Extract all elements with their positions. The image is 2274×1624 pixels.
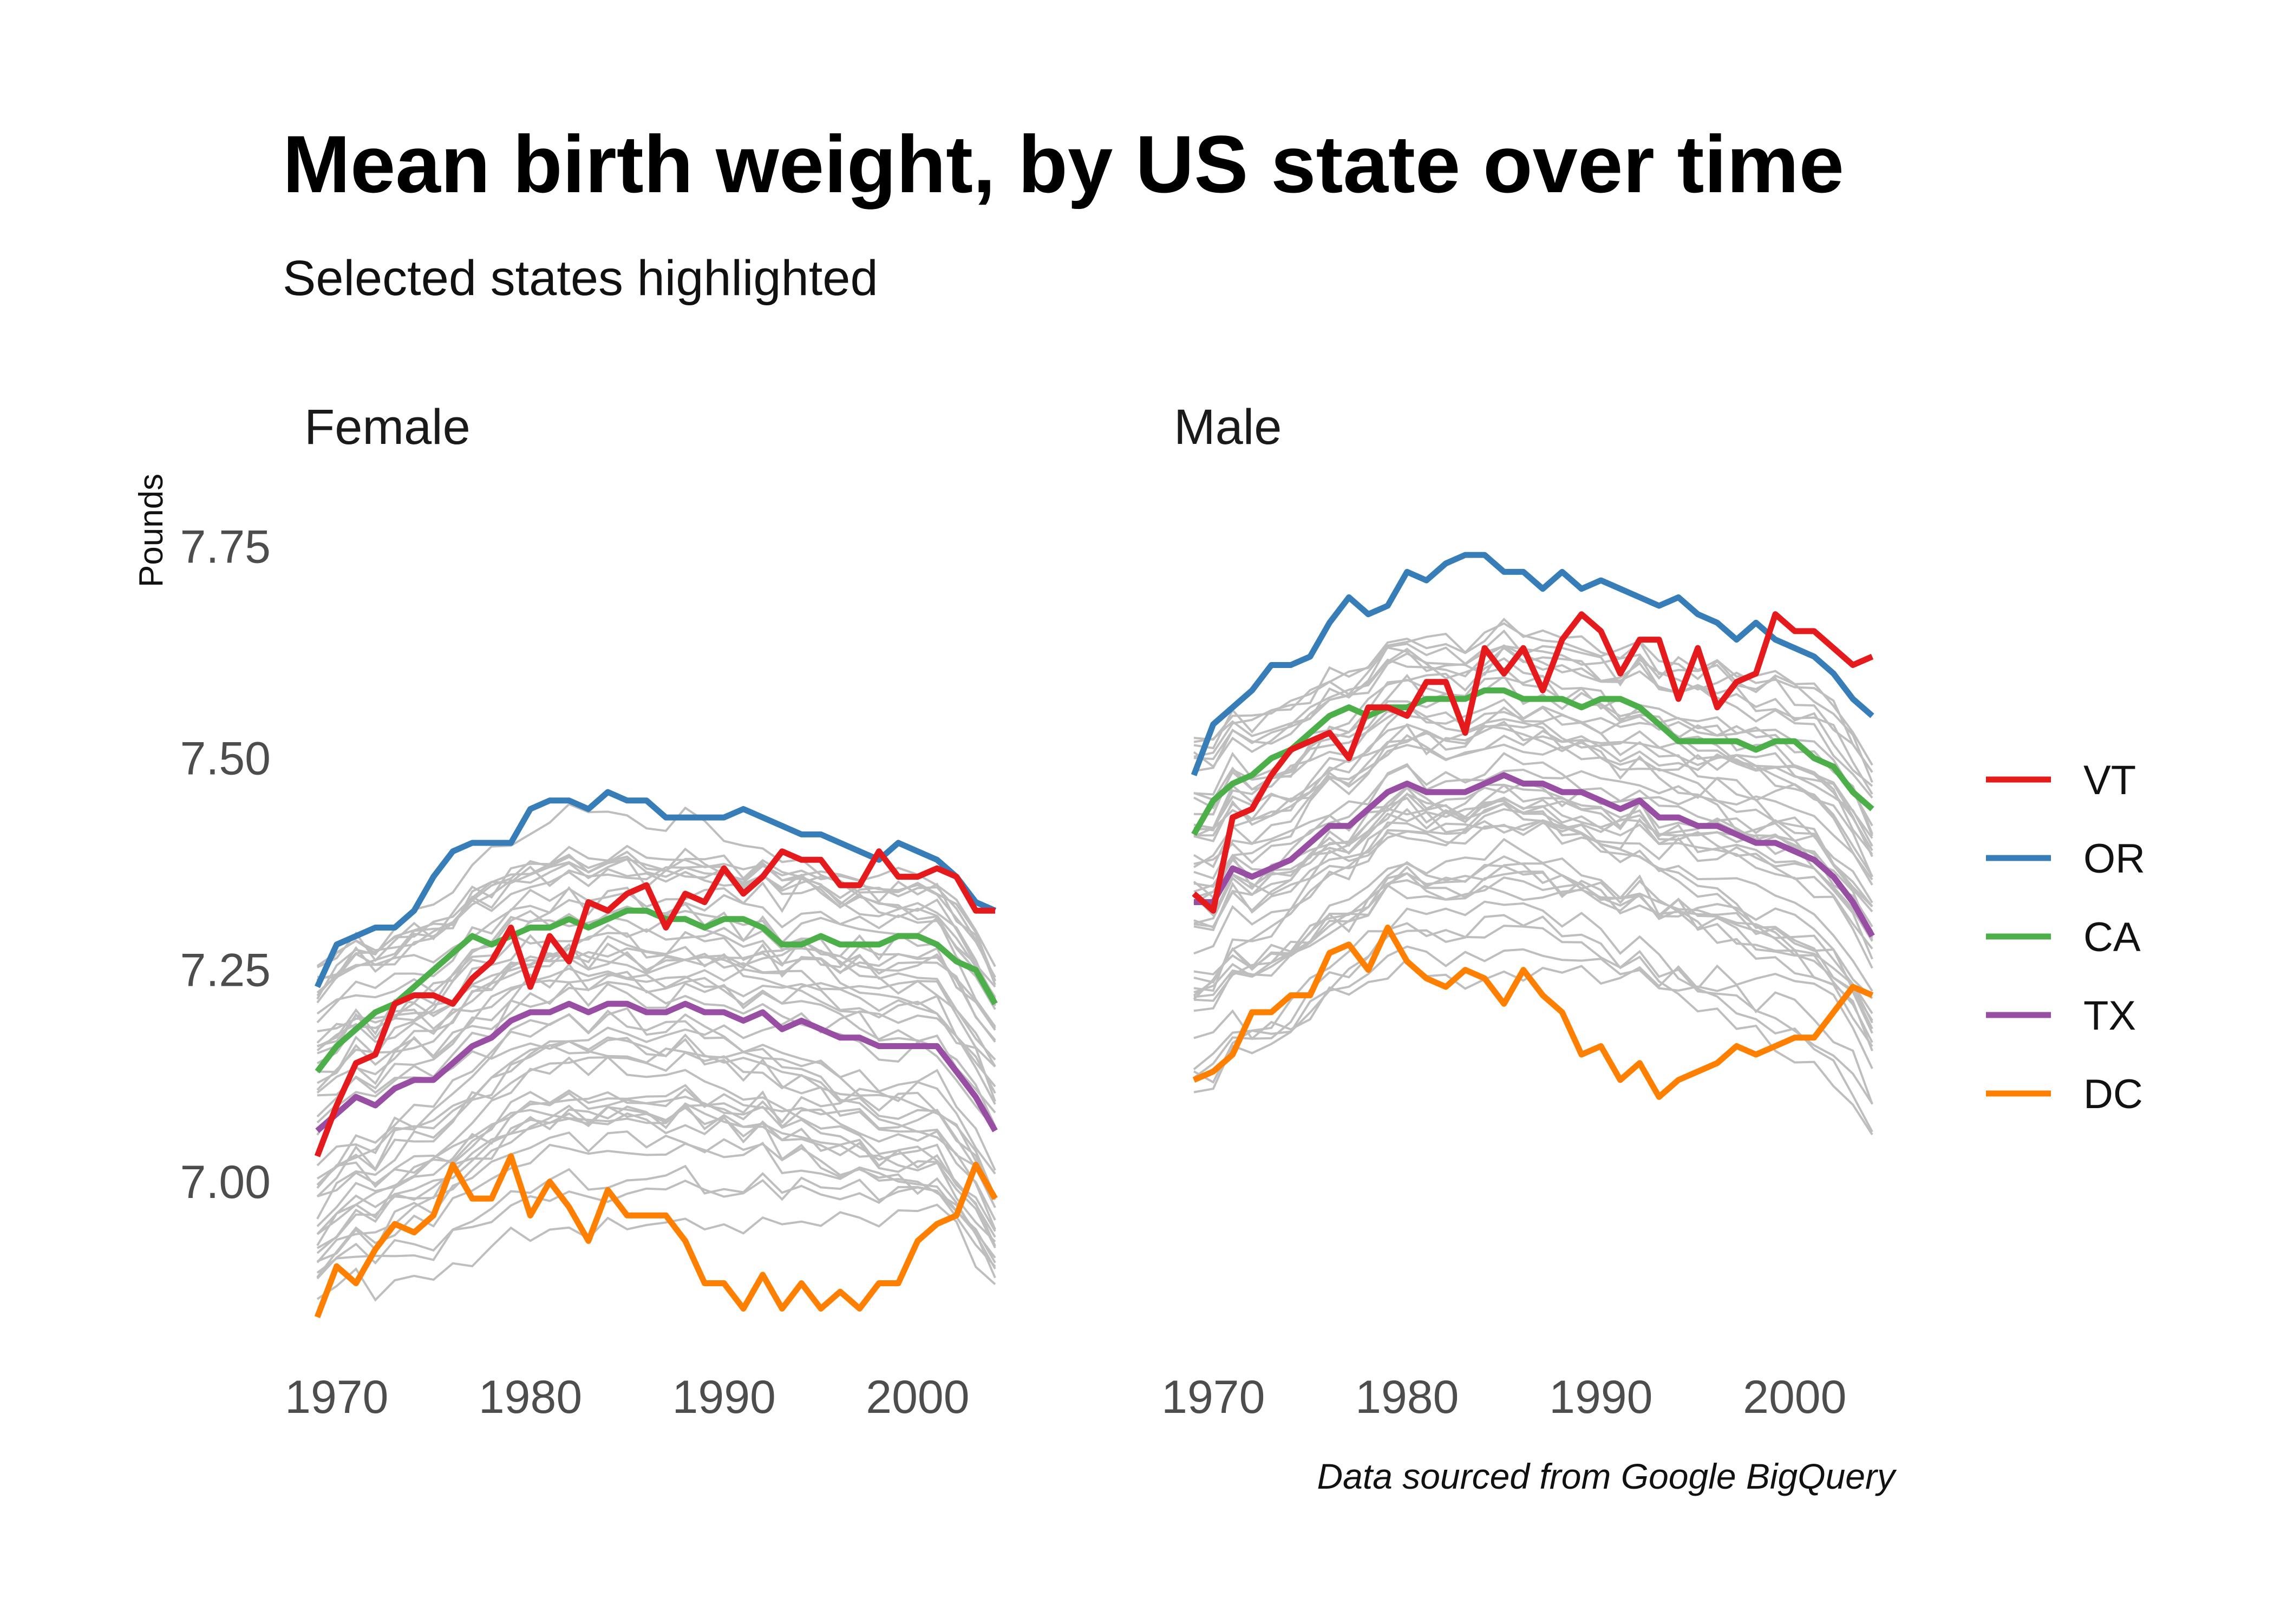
background-state-line (316, 972, 996, 1094)
facet-label-female: Female (304, 400, 471, 455)
facet-label-male: Male (1174, 400, 1282, 455)
x-tick-label: 1980 (1355, 1371, 1459, 1423)
background-state-line (317, 931, 996, 1047)
legend: VT OR CA TX DC (1986, 757, 2145, 1117)
background-state-line (316, 1007, 996, 1200)
background-state-line (316, 1051, 996, 1198)
series-line-dc-female (314, 1153, 998, 1319)
legend-label-tx: TX (2083, 993, 2136, 1039)
background-state-line (1193, 957, 1873, 1069)
background-state-line (1193, 629, 1873, 799)
background-state-line (316, 1164, 996, 1280)
series-line-dc-male (1192, 925, 1874, 1100)
x-tick-label: 2000 (866, 1371, 969, 1423)
highlight-lines-female (314, 789, 998, 1319)
background-state-line (316, 914, 996, 1015)
x-tick-label: 1970 (1161, 1371, 1265, 1423)
chart-caption: Data sourced from Google BigQuery (1317, 1456, 1897, 1496)
chart-subtitle: Selected states highlighted (283, 251, 878, 306)
x-tick-label: 1990 (672, 1371, 776, 1423)
background-state-line (316, 1091, 996, 1235)
background-state-line (1193, 784, 1873, 932)
x-tick-labels-male: 1970 1980 1990 2000 (1161, 1371, 1846, 1423)
y-tick-labels: 7.00 7.25 7.50 7.75 (180, 521, 271, 1208)
legend-label-ca: CA (2083, 914, 2141, 960)
background-state-line (316, 865, 996, 967)
background-state-line (317, 1130, 996, 1269)
background-state-line (316, 857, 996, 1006)
y-tick-label: 7.75 (180, 521, 271, 573)
background-state-line (1193, 883, 1873, 999)
background-state-line (316, 1056, 996, 1247)
background-state-line (316, 953, 996, 1051)
background-state-line (316, 1141, 996, 1278)
y-axis-title: Pounds (133, 474, 170, 587)
x-tick-label: 2000 (1743, 1371, 1846, 1423)
x-tick-label: 1990 (1549, 1371, 1652, 1423)
background-state-line (316, 1009, 996, 1201)
legend-label-or: OR (2083, 836, 2145, 882)
x-tick-label: 1970 (285, 1371, 388, 1423)
series-line-tx-female (315, 1000, 998, 1134)
background-state-line (1193, 900, 1873, 1132)
panel-female: 1970 1980 1990 2000 (285, 789, 998, 1423)
background-state-line (1193, 855, 1873, 1024)
background-state-line (1193, 622, 1873, 783)
background-state-line (1193, 618, 1873, 773)
background-state-line (316, 962, 996, 1118)
background-state-line (1193, 817, 1873, 939)
series-line-vt-male (1192, 611, 1874, 914)
series-line-or-male (1191, 552, 1874, 776)
legend-label-vt: VT (2083, 757, 2136, 803)
background-state-line (316, 847, 996, 1004)
series-line-ca-male (1191, 687, 1874, 836)
background-lines-male (1193, 618, 1873, 1136)
background-state-line (1193, 914, 1873, 1136)
chart-title: Mean birth weight, by US state over time (283, 119, 1844, 209)
y-tick-label: 7.00 (180, 1156, 271, 1208)
series-line-vt-female (314, 848, 995, 1157)
legend-label-dc: DC (2083, 1071, 2143, 1117)
background-state-line (316, 1104, 996, 1279)
highlight-lines-male (1191, 552, 1875, 1100)
background-state-line (1193, 704, 1873, 835)
background-state-line (1193, 821, 1873, 992)
x-tick-label: 1980 (479, 1371, 582, 1423)
panel-male: 1970 1980 1990 2000 (1161, 552, 1875, 1423)
y-tick-label: 7.50 (180, 733, 271, 785)
background-state-line (317, 943, 996, 1055)
background-state-line (316, 935, 996, 1127)
background-state-line (316, 1102, 996, 1238)
background-state-line (316, 1033, 996, 1199)
background-state-line (1193, 646, 1873, 795)
background-state-line (1193, 800, 1873, 1034)
background-state-line (317, 915, 996, 1088)
background-state-line (1193, 819, 1873, 942)
background-state-line (316, 1203, 996, 1302)
background-state-line (316, 1102, 996, 1254)
background-state-line (316, 981, 996, 1136)
series-line-ca-female (315, 907, 998, 1073)
background-state-line (1193, 796, 1873, 960)
x-tick-labels-female: 1970 1980 1990 2000 (285, 1371, 969, 1423)
background-state-line (316, 1081, 996, 1188)
background-state-line (1193, 945, 1873, 1105)
background-state-line (316, 803, 996, 1006)
background-state-line (1193, 763, 1873, 886)
series-line-tx-male (1194, 772, 1875, 938)
y-tick-label: 7.25 (180, 945, 271, 997)
background-state-line (1193, 870, 1873, 1043)
background-state-line (1193, 783, 1873, 949)
background-lines-female (316, 803, 996, 1302)
background-state-line (316, 1037, 996, 1230)
